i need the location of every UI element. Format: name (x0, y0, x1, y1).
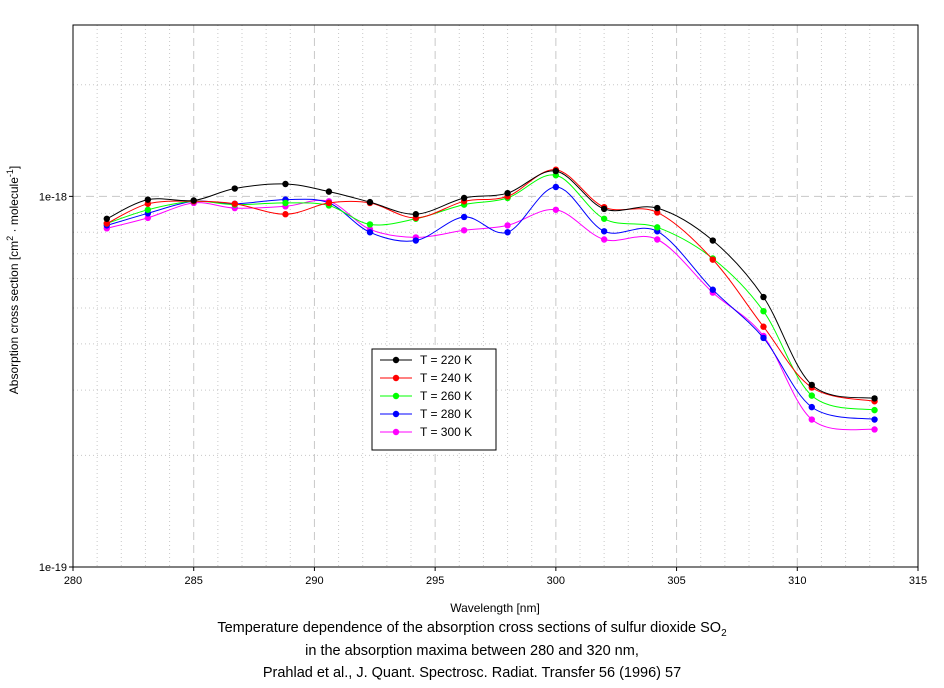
legend-marker (392, 410, 400, 418)
legend-label: T = 220 K (420, 353, 472, 367)
legend-label: T = 280 K (420, 407, 472, 421)
data-point-280k (871, 416, 878, 423)
data-point-220k (325, 188, 333, 195)
legend-label: T = 300 K (420, 425, 472, 439)
data-point-220k (231, 185, 238, 192)
data-point-260k (760, 307, 767, 315)
data-point-300k (504, 222, 511, 229)
data-point-260k (871, 406, 878, 414)
series-line-240k (106, 169, 875, 402)
data-point-240k (282, 211, 289, 218)
x-tick-label: 315 (909, 575, 927, 587)
data-point-240k (760, 323, 767, 330)
data-point-260k (282, 199, 289, 207)
data-point-300k (460, 227, 468, 234)
data-point-280k (709, 286, 716, 293)
x-tick-label: 280 (64, 575, 82, 587)
data-point-280k (366, 229, 374, 236)
data-point-220k (366, 198, 374, 206)
legend-item-260k: T = 260 K (380, 389, 472, 403)
data-point-280k (600, 228, 608, 235)
data-point-300k (144, 214, 152, 222)
data-point-260k (600, 215, 608, 222)
y-axis-ticks: 1e-19 1e-18 (39, 191, 73, 574)
data-point-240k (325, 199, 333, 207)
caption-line-1: Temperature dependence of the absorption… (217, 620, 727, 639)
data-point-220k (808, 381, 815, 389)
data-point-280k (460, 213, 468, 221)
series-layer (103, 166, 878, 433)
data-point-220k (460, 194, 468, 202)
data-point-280k (808, 403, 815, 411)
data-point-220k (654, 204, 661, 212)
legend-box (371, 348, 497, 451)
data-point-240k (654, 209, 661, 216)
data-point-220k (871, 395, 878, 402)
x-tick-label: 310 (788, 575, 806, 587)
y-tick-label: 1e-19 (39, 562, 67, 574)
data-point-300k (808, 416, 815, 423)
series-line-260k (106, 174, 875, 411)
legend-item-240k: T = 240 K (380, 371, 472, 385)
data-point-220k (144, 196, 152, 203)
caption-line-3: Prahlad et al., J. Quant. Spectrosc. Rad… (262, 665, 682, 681)
legend: T = 220 K T = 240 K T = 260 K T = 280 K T = … (371, 348, 497, 451)
legend-label: T = 260 K (420, 389, 472, 403)
data-point-300k (654, 236, 661, 243)
data-point-220k (103, 215, 111, 222)
data-point-280k (412, 237, 420, 244)
legend-item-220k: T = 220 K (380, 353, 472, 367)
x-tick-label: 285 (185, 575, 203, 587)
data-point-220k (709, 237, 716, 244)
x-tick-label: 290 (305, 575, 323, 587)
series-line-220k (106, 170, 875, 399)
x-tick-label: 300 (547, 575, 565, 587)
data-point-220k (412, 211, 420, 218)
data-point-280k (760, 334, 767, 342)
data-point-260k (366, 221, 374, 228)
data-point-260k (144, 206, 152, 213)
minor-grid (73, 25, 918, 567)
data-point-300k (600, 236, 608, 243)
data-point-220k (504, 189, 511, 197)
caption-line-2: in the absorption maxima between 280 and… (305, 643, 639, 659)
data-point-240k (231, 200, 238, 207)
series-line-280k (106, 186, 875, 420)
legend-item-280k: T = 280 K (380, 407, 472, 421)
data-point-220k (190, 197, 197, 204)
plot-area-border (72, 24, 919, 568)
data-point-260k (654, 224, 661, 231)
legend-marker (392, 374, 400, 382)
legend-marker (392, 428, 400, 436)
data-point-240k (709, 256, 716, 263)
data-point-220k (760, 293, 767, 301)
x-tick-label: 305 (667, 575, 685, 587)
legend-item-300k: T = 300 K (380, 425, 472, 439)
data-point-260k (808, 392, 815, 399)
legend-marker (392, 356, 400, 364)
data-point-300k (552, 206, 560, 213)
x-axis-label: Wavelength [nm] (450, 601, 540, 615)
data-point-240k (103, 220, 111, 227)
x-tick-label: 295 (426, 575, 444, 587)
data-point-220k (600, 205, 608, 213)
y-tick-label: 1e-18 (39, 191, 67, 203)
data-point-280k (552, 183, 560, 191)
y-axis-label: Absorption cross section [cm2 · molecule… (5, 166, 21, 394)
major-grid (73, 25, 918, 567)
data-point-220k (282, 180, 289, 188)
chart: 280 285 290 295 300 305 310 315 1e-19 1e-18 Wave… (5, 24, 927, 615)
x-axis-ticks: 280 285 290 295 300 305 310 315 (64, 567, 927, 587)
series-line-300k (106, 199, 875, 431)
legend-marker (392, 392, 400, 400)
data-point-300k (871, 426, 878, 433)
legend-label: T = 240 K (420, 371, 472, 385)
data-point-220k (552, 167, 560, 175)
data-point-280k (504, 229, 511, 236)
series-220k (103, 167, 878, 402)
